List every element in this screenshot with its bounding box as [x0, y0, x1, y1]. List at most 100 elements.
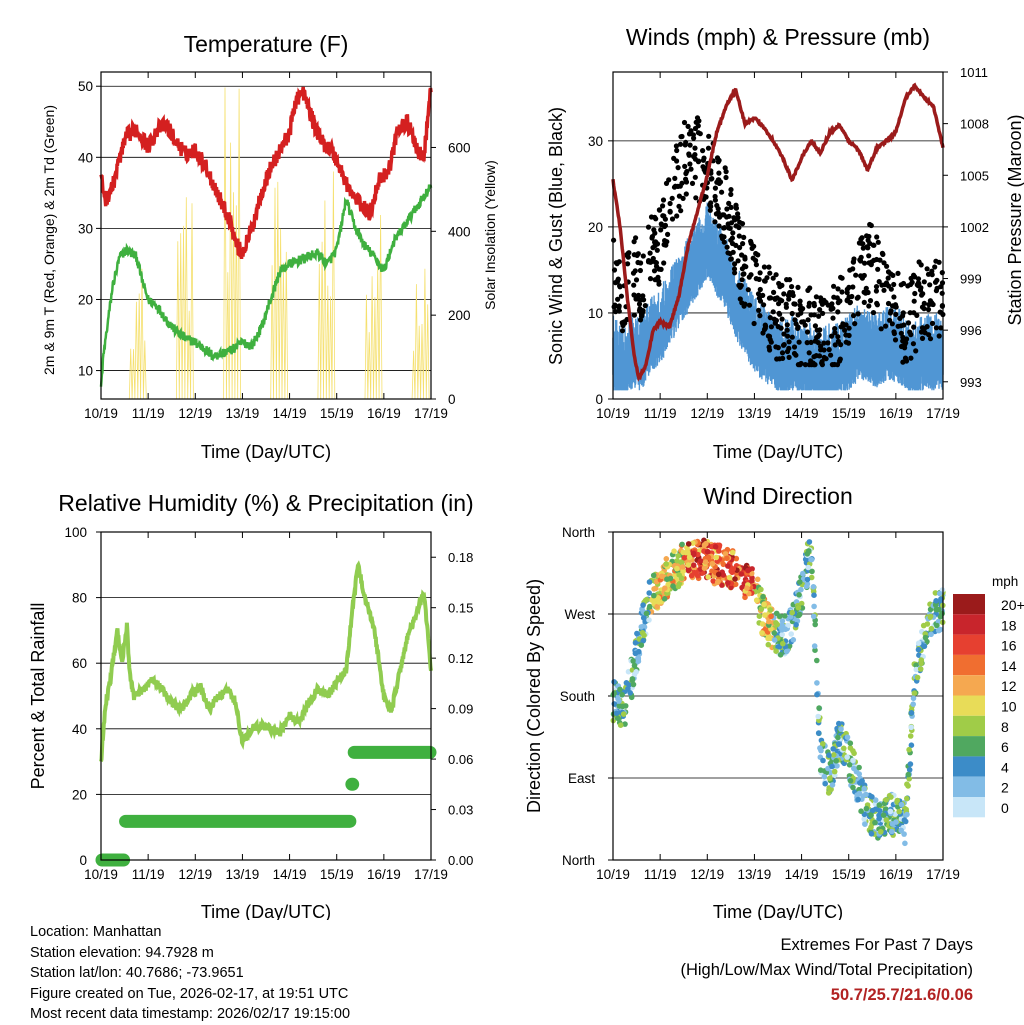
direction-point — [913, 666, 920, 673]
gust-point — [795, 312, 801, 318]
gust-point — [843, 322, 849, 328]
direction-point — [817, 767, 824, 773]
gust-point — [855, 311, 861, 317]
gust-point — [821, 340, 827, 346]
gust-point — [908, 332, 914, 338]
direction-point — [910, 701, 916, 707]
direction-point — [779, 618, 786, 624]
direction-point — [841, 745, 847, 752]
direction-point — [898, 801, 905, 808]
gust-point — [757, 313, 763, 319]
gust-point — [816, 332, 822, 338]
gust-point — [638, 311, 645, 317]
direction-point — [765, 641, 772, 648]
station-latlon: Station lat/lon: 40.7686; -73.9651 — [30, 965, 244, 982]
direction-point — [783, 648, 790, 655]
direction-point — [851, 765, 857, 772]
gust-point — [680, 195, 686, 201]
direction-point — [806, 539, 813, 545]
direction-point — [629, 677, 636, 683]
gust-point — [802, 322, 808, 328]
direction-point — [685, 550, 691, 556]
gust-point — [871, 242, 877, 248]
gust-point — [674, 147, 680, 154]
humidity-line — [99, 560, 433, 762]
gust-point — [633, 296, 639, 302]
gust-point — [781, 291, 787, 297]
pressure-line — [611, 82, 945, 382]
gust-point — [828, 352, 834, 358]
gust-point — [730, 249, 736, 255]
x-tick-label: 14/19 — [785, 406, 819, 421]
gust-point — [850, 313, 857, 319]
direction-point — [782, 626, 789, 633]
gust-point — [655, 274, 661, 280]
y-tick-label: 0 — [79, 853, 87, 868]
y-tick-label: 30 — [78, 221, 93, 236]
x-tick-label: 11/19 — [644, 406, 677, 421]
direction-point — [888, 794, 894, 800]
direction-point — [856, 764, 862, 771]
gust-point — [837, 298, 843, 304]
gust-point — [863, 290, 869, 296]
wind-direction-title: Wind Direction — [703, 483, 853, 509]
direction-point — [868, 812, 874, 818]
gust-point — [751, 320, 757, 327]
gust-point — [721, 225, 727, 231]
extremes-values: 50.7/25.7/21.6/0.06 — [830, 986, 973, 1004]
gust-point — [683, 191, 689, 197]
direction-point — [896, 808, 902, 815]
gust-point — [819, 359, 825, 365]
gust-point — [907, 310, 913, 316]
direction-point — [672, 572, 678, 578]
x-tick-label: 11/19 — [132, 867, 165, 882]
gust-point — [658, 227, 664, 233]
direction-point — [729, 549, 736, 556]
gust-point — [678, 208, 684, 214]
gust-point — [922, 330, 928, 336]
gust-point — [685, 123, 691, 129]
temperature-panel: Temperature (F) 2m & 9m T (Red, Orange) … — [41, 31, 498, 462]
gust-point — [649, 258, 655, 264]
direction-point — [633, 669, 639, 675]
gust-point — [939, 290, 945, 296]
direction-point — [710, 578, 716, 584]
direction-point — [812, 621, 818, 628]
direction-point — [722, 551, 729, 557]
direction-point — [935, 627, 942, 634]
direction-point — [876, 802, 883, 808]
direction-point — [821, 773, 828, 780]
gust-point — [647, 276, 654, 282]
direction-point — [907, 733, 914, 739]
direction-point — [691, 569, 698, 576]
direction-point — [914, 674, 921, 681]
y2-tick-label: 400 — [448, 224, 471, 239]
gust-point — [692, 145, 698, 151]
gust-point — [779, 316, 785, 322]
direction-point — [771, 630, 777, 636]
direction-point — [705, 554, 712, 561]
legend-swatch — [953, 776, 985, 797]
humidity-title: Relative Humidity (%) & Precipitation (i… — [58, 490, 473, 516]
gust-point — [687, 161, 693, 167]
gust-point — [879, 250, 886, 256]
direction-point — [917, 666, 924, 672]
direction-point — [628, 694, 635, 701]
gust-point — [864, 233, 870, 239]
gust-point — [671, 184, 678, 190]
gust-point — [914, 282, 920, 288]
gust-point — [736, 233, 742, 239]
extremes-summary: Extremes For Past 7 Days (High/Low/Max W… — [680, 933, 973, 1008]
gust-point — [617, 283, 623, 289]
gust-point — [867, 298, 874, 304]
direction-point — [876, 815, 882, 822]
gust-point — [739, 277, 745, 283]
gust-point — [866, 253, 872, 259]
gust-point — [682, 163, 688, 169]
x-tick-label: 13/19 — [738, 406, 772, 421]
x-tick-label: 16/19 — [879, 867, 913, 882]
gust-point — [852, 321, 858, 327]
direction-point — [905, 771, 912, 778]
direction-point — [615, 715, 621, 722]
gust-point — [761, 264, 768, 270]
